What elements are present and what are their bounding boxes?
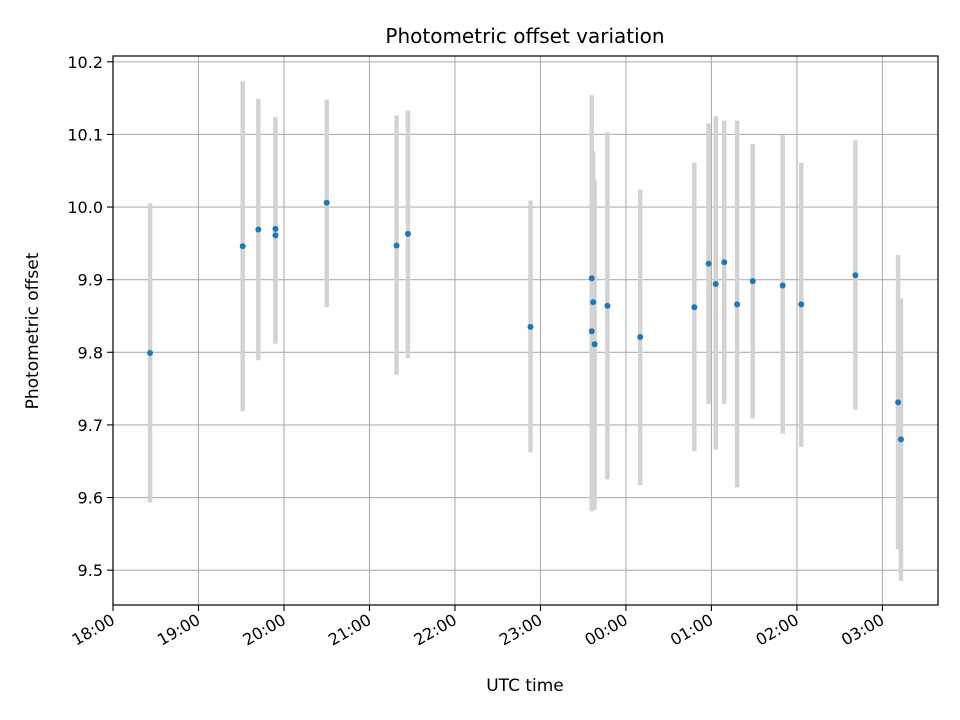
y-tick-label: 9.5 (78, 561, 103, 580)
y-tick-label: 10.0 (67, 198, 103, 217)
plot-frame (112, 55, 939, 606)
data-point (897, 436, 904, 443)
y-tick-label: 10.2 (67, 53, 103, 72)
data-point (712, 281, 719, 288)
data-point (852, 272, 859, 279)
y-tick-label: 9.6 (78, 489, 103, 508)
y-tick-label: 9.9 (78, 271, 103, 290)
data-point (527, 323, 534, 330)
data-point (147, 350, 154, 357)
y-axis-label: Photometric offset (23, 252, 43, 409)
data-point (272, 225, 279, 232)
data-point (734, 301, 741, 308)
data-point (404, 230, 411, 237)
y-tick-label: 10.1 (67, 125, 103, 144)
data-point (604, 302, 611, 309)
data-point (691, 304, 698, 311)
y-axis-ticks: 9.5 9.6 9.7 9.8 9.9 10.0 10.1 10.2 (67, 53, 113, 580)
data-point (798, 301, 805, 308)
data-point (255, 226, 262, 233)
data-point (239, 243, 246, 250)
data-point (323, 199, 330, 206)
data-point (721, 259, 728, 266)
chart-title: Photometric offset variation (385, 24, 664, 48)
data-point (588, 328, 595, 335)
data-point (895, 399, 902, 406)
data-point (591, 341, 598, 348)
data-points (147, 199, 904, 443)
data-point (588, 275, 595, 282)
data-point (272, 232, 279, 239)
data-point (637, 334, 644, 341)
data-point (749, 278, 756, 285)
data-point (393, 242, 400, 249)
y-tick-label: 9.7 (78, 416, 103, 435)
x-axis-label: UTC time (486, 676, 564, 696)
data-point (705, 260, 712, 267)
y-tick-label: 9.8 (78, 343, 103, 362)
data-point (590, 299, 597, 306)
data-point (779, 282, 786, 289)
